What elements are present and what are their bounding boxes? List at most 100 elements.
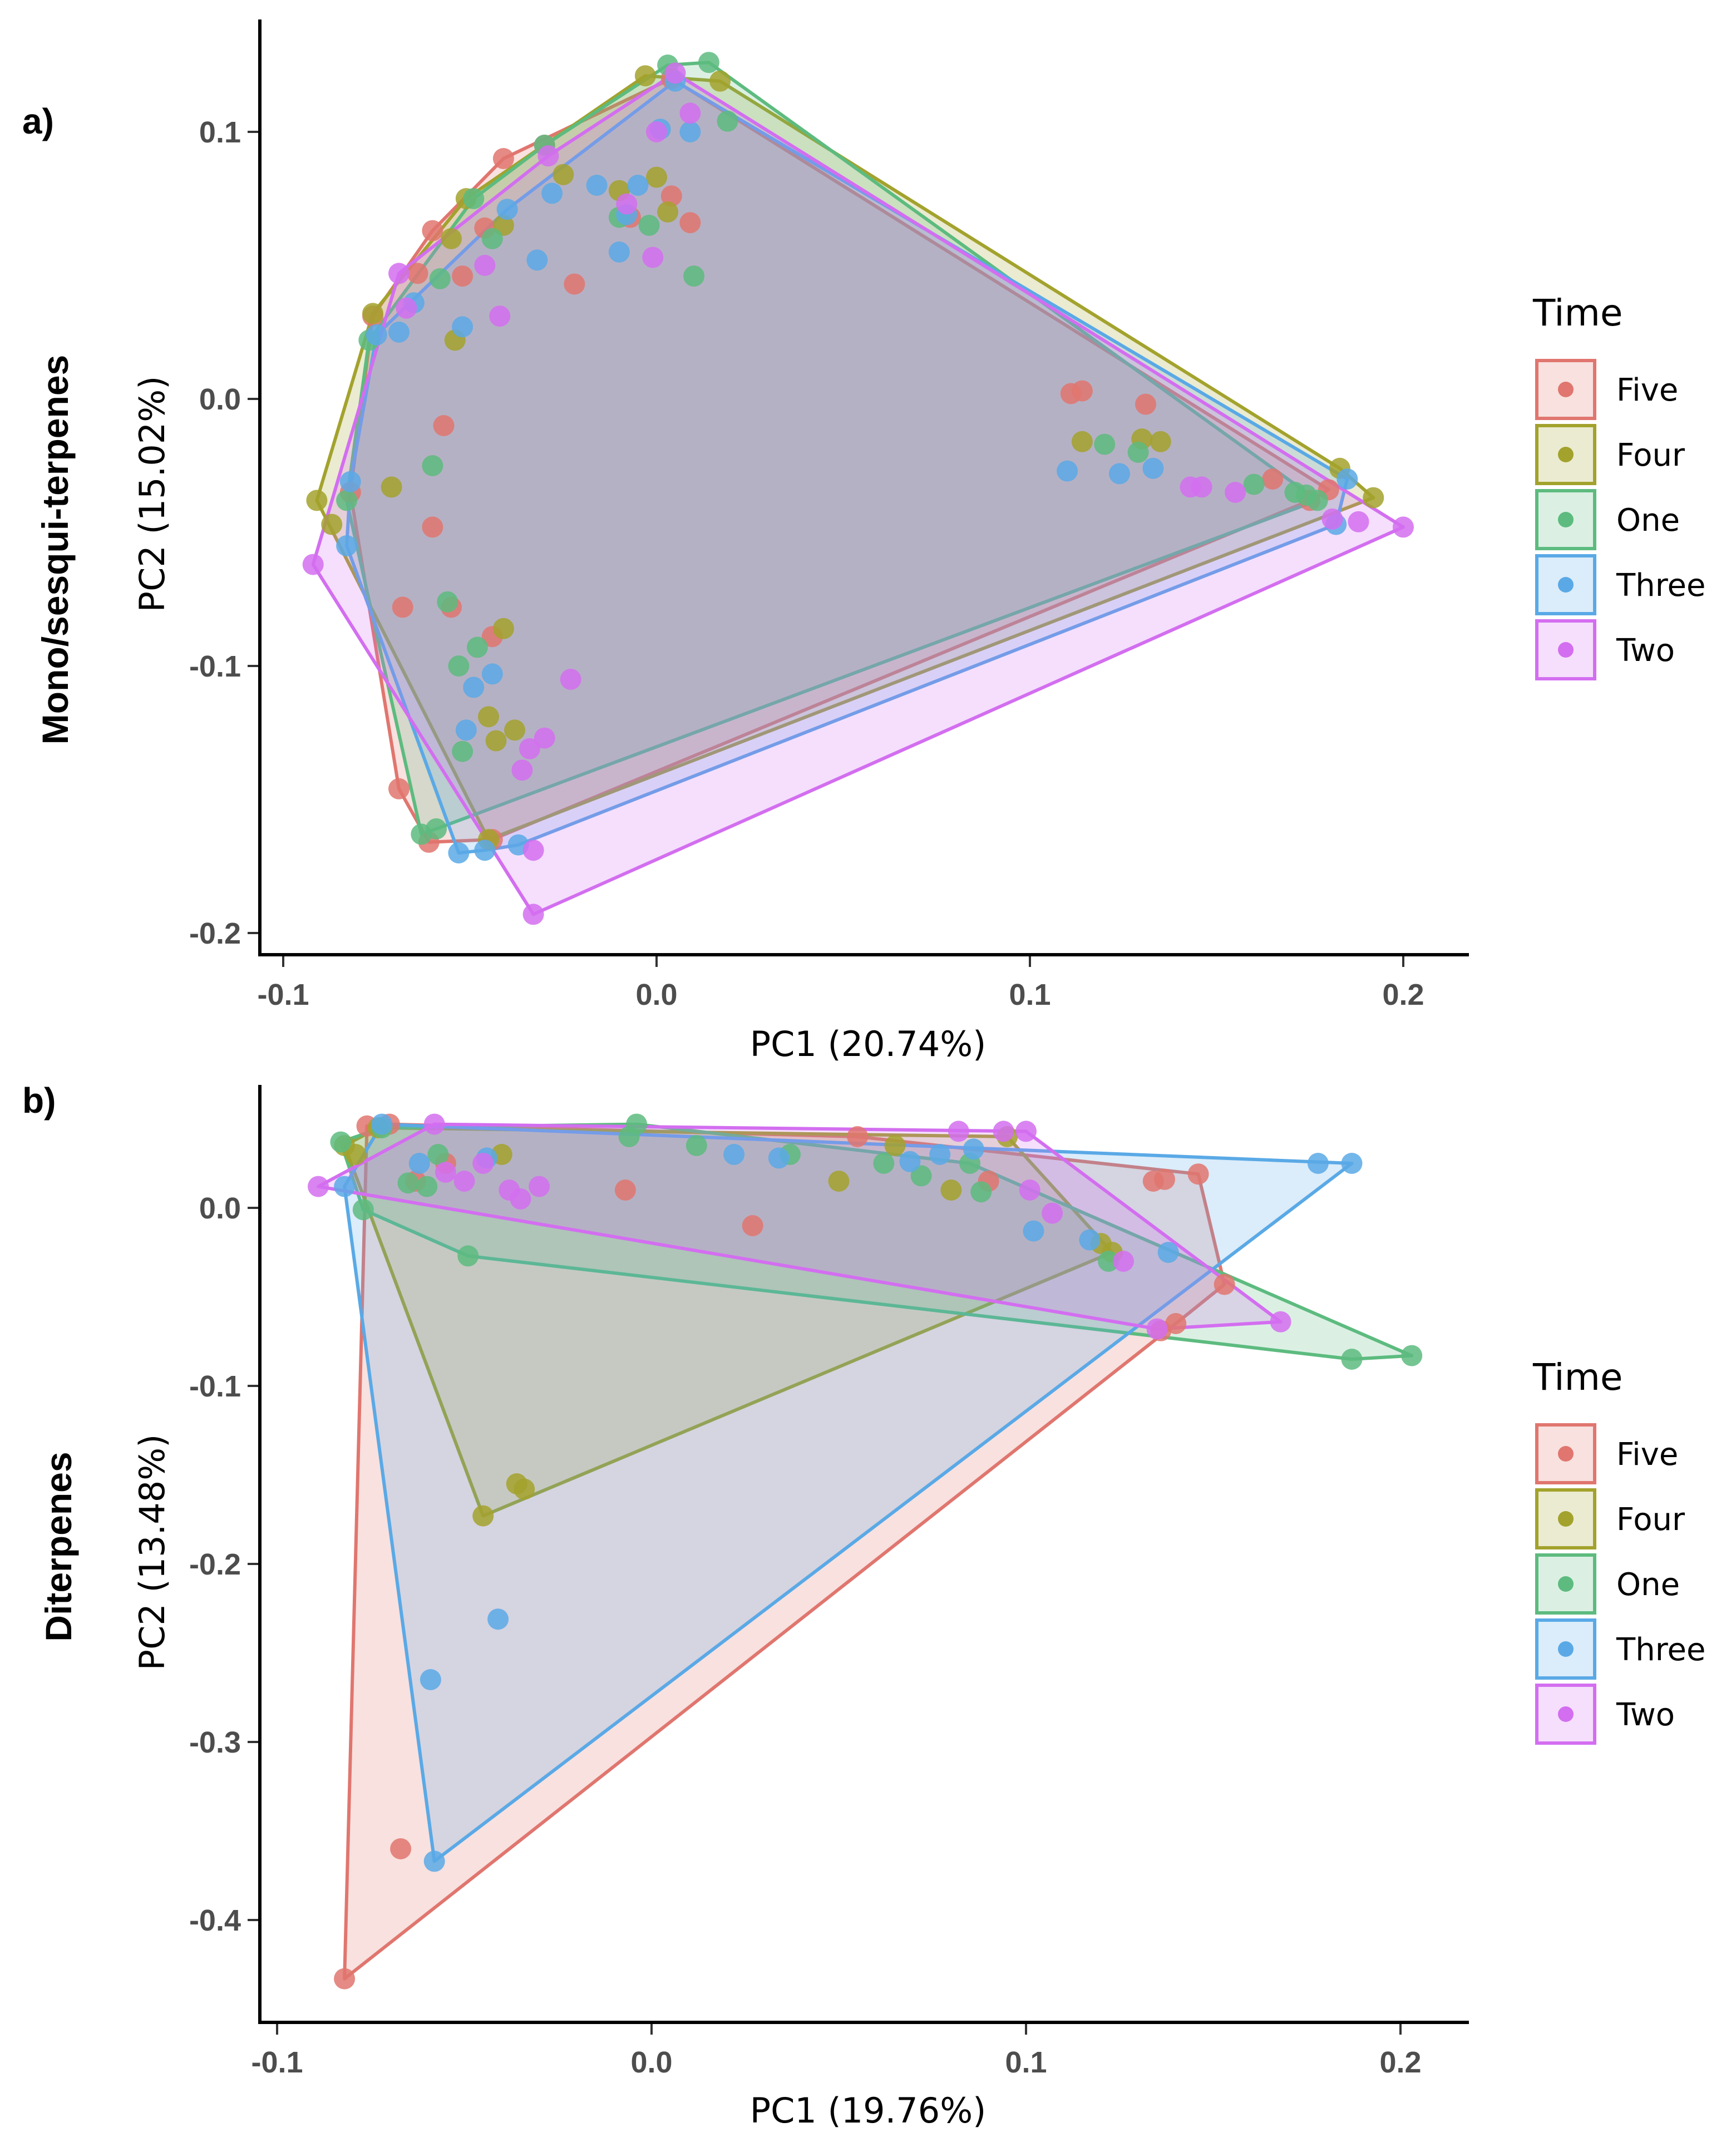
plot-area-b [308, 1113, 1423, 1990]
legend-dot [1558, 447, 1574, 462]
data-point [1019, 1179, 1040, 1201]
data-point [646, 166, 667, 188]
data-point [429, 268, 451, 289]
data-point [742, 1215, 763, 1236]
data-point [504, 719, 525, 741]
data-point [698, 52, 719, 73]
data-point [302, 554, 324, 575]
data-point [336, 490, 358, 511]
data-point [423, 1113, 445, 1135]
data-point [397, 1172, 419, 1194]
data-point [608, 241, 630, 263]
data-point [1321, 509, 1343, 530]
legend-label: Three [1616, 567, 1705, 604]
data-point [474, 255, 496, 276]
data-point [873, 1153, 895, 1174]
data-point [564, 273, 585, 295]
data-point [457, 1245, 479, 1267]
data-point [614, 1179, 636, 1201]
data-point [427, 1144, 449, 1165]
panel-label-a: a) [22, 101, 54, 141]
data-point [474, 840, 496, 861]
panel-b: b) Diterpenes PC2 (13.48%) PC1 (19.76%) … [22, 1080, 1705, 2131]
x-tick-label: 0.1 [1005, 2046, 1047, 2079]
data-point [1023, 1220, 1044, 1242]
legend-label: Five [1616, 1437, 1678, 1473]
legend-label: One [1616, 502, 1680, 539]
y-tick-label: -0.2 [189, 917, 241, 950]
data-point [929, 1144, 951, 1165]
data-point [1109, 463, 1130, 485]
legend-label: Two [1616, 1697, 1675, 1733]
data-point [884, 1135, 906, 1156]
x-tick-label: 0.0 [630, 2046, 672, 2079]
x-tick-label: 0.2 [1379, 2046, 1421, 2079]
legend-label: Five [1616, 372, 1678, 408]
data-point [1363, 487, 1384, 509]
data-point [634, 65, 656, 87]
data-point [366, 324, 387, 346]
data-point [321, 514, 343, 535]
data-point [1341, 1349, 1363, 1370]
data-point [1142, 1171, 1164, 1192]
data-point [1225, 482, 1246, 503]
data-point [433, 415, 455, 436]
data-point [452, 741, 474, 762]
legend-dot [1558, 642, 1574, 658]
legend-label: One [1616, 1567, 1680, 1603]
data-point [388, 778, 410, 799]
data-point [522, 904, 544, 925]
data-point [1214, 1274, 1235, 1295]
data-point [371, 1113, 393, 1135]
data-point [660, 185, 682, 207]
data-point [560, 669, 581, 690]
data-point [1393, 516, 1414, 538]
data-point [529, 1176, 550, 1197]
series-one [330, 1113, 1423, 1370]
data-point [448, 655, 470, 677]
data-point [407, 263, 428, 284]
data-point [452, 316, 474, 338]
data-point [423, 1850, 445, 1872]
data-point [1079, 1229, 1101, 1251]
data-point [1262, 468, 1284, 490]
data-point [492, 148, 514, 169]
data-point [1270, 1311, 1291, 1332]
data-point [485, 730, 507, 752]
data-point [381, 476, 402, 498]
hull-two [317, 1122, 1283, 1331]
legend-item-two: Two [1535, 1684, 1675, 1745]
data-point [1098, 1251, 1119, 1272]
data-point [396, 297, 417, 319]
data-point [472, 1153, 494, 1174]
data-point [306, 490, 328, 511]
data-point [948, 1121, 969, 1142]
data-point [828, 1171, 850, 1192]
legend-item-one: One [1535, 1553, 1680, 1615]
data-point [1284, 482, 1306, 503]
data-point [330, 1131, 352, 1153]
data-point [453, 1171, 475, 1192]
data-point [435, 1162, 456, 1183]
points-b [308, 1113, 1423, 1990]
series-three [334, 1113, 1363, 1872]
data-point [1094, 433, 1116, 455]
x-tick-label: 0.2 [1382, 978, 1424, 1011]
x-axis-title-b: PC1 (19.76%) [750, 2090, 987, 2131]
plot-area-a [302, 52, 1414, 925]
data-point [534, 727, 555, 749]
data-point [541, 182, 563, 204]
legend-dot [1558, 382, 1574, 397]
x-tick-label: -0.1 [257, 978, 309, 1011]
data-point [408, 1153, 430, 1174]
data-point [1348, 511, 1369, 532]
data-point [683, 265, 705, 287]
data-point [519, 738, 540, 759]
ticks-a: -0.1 0.0 0.1 0.2 0.1 0.0 -0.1 -0.2 [189, 116, 1424, 1011]
data-point [1336, 468, 1358, 490]
legend-dot [1558, 577, 1574, 593]
data-point [940, 1179, 962, 1201]
row-title-a: Mono/sesqui-terpenes [34, 355, 76, 744]
data-point [1015, 1121, 1037, 1142]
data-point [452, 265, 474, 287]
